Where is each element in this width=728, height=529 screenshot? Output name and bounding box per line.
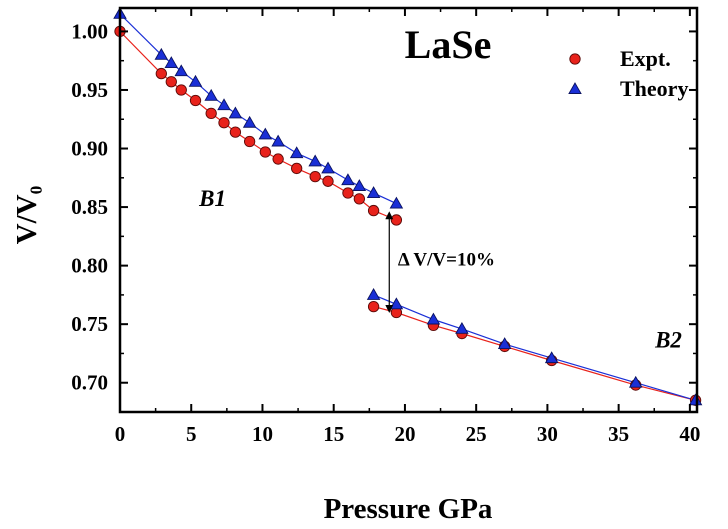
theory-point: [204, 88, 218, 101]
expt-point: [272, 153, 284, 165]
theory-point: [258, 127, 273, 140]
expt-point: [322, 175, 334, 187]
annotations: B1 B2 Δ V/V=10%: [198, 186, 682, 353]
x-axis-title: Pressure GPa: [324, 493, 493, 525]
expt-point: [243, 135, 256, 148]
theory-point: [321, 161, 335, 174]
x-tick-label: 35: [608, 422, 629, 446]
expt-point: [175, 84, 187, 96]
expt-point: [353, 193, 365, 205]
legend-marker-expt: [569, 53, 581, 65]
y-tick-label: 0.90: [71, 137, 108, 161]
data-points: [113, 6, 703, 406]
theory-point: [544, 351, 559, 364]
theory-point: [688, 393, 703, 406]
x-tick-label: 5: [186, 422, 197, 446]
y-tick-label: 0.95: [71, 78, 108, 102]
expt-point: [218, 117, 230, 129]
theory-point: [271, 134, 285, 147]
y-tick-label: 0.85: [71, 195, 108, 219]
y-tick-label: 0.75: [71, 312, 108, 336]
x-tick-label: 25: [466, 422, 487, 446]
expt-point: [189, 94, 202, 107]
expt-point: [390, 214, 403, 226]
expt-point: [291, 162, 303, 175]
theory-point: [389, 196, 404, 209]
phase-label-b1: B1: [198, 186, 226, 211]
expt-point: [309, 170, 321, 183]
theory-point: [188, 74, 203, 87]
theory-point: [242, 115, 257, 128]
theory-point: [289, 146, 304, 159]
legend-label: Theory: [620, 76, 688, 101]
axes: 0 5 10 15 20 25 30 35 40 0.70 0.75 0.80 0.85 0.90 0.95…: [71, 6, 700, 446]
x-tick-label: 10: [252, 422, 273, 446]
expt-point: [342, 187, 354, 199]
legend: Expt. Theory: [568, 46, 688, 101]
expt-point: [229, 126, 242, 138]
y-axis-title: V/V₀: [11, 185, 43, 244]
expt-point: [165, 76, 177, 88]
fit-line-triangle: [373, 294, 696, 401]
y-tick-label: 0.80: [71, 254, 108, 278]
legend-marker-theory: [568, 82, 582, 94]
expt-point: [367, 204, 380, 217]
theory-point: [455, 321, 469, 334]
theory-point: [352, 179, 367, 191]
fit-line-circle: [373, 306, 696, 401]
theory-point: [366, 287, 381, 300]
theory-point: [366, 186, 381, 198]
y-tick-label: 1.00: [71, 19, 108, 43]
x-tick-label: 40: [679, 422, 700, 446]
theory-point: [174, 64, 189, 77]
expt-point: [155, 67, 167, 80]
fit-line-triangle: [119, 13, 397, 205]
x-tick-label: 30: [537, 422, 558, 446]
theory-point: [228, 106, 243, 119]
y-tick-label: 0.70: [71, 371, 108, 395]
phase-label-b2: B2: [654, 328, 682, 353]
legend-label: Expt.: [620, 46, 671, 71]
theory-point: [154, 47, 169, 60]
chart-title: LaSe: [405, 22, 492, 67]
theory-point: [341, 173, 355, 186]
theory-point: [308, 154, 322, 167]
theory-point: [164, 56, 179, 68]
theory-point: [497, 337, 512, 350]
x-tick-label: 0: [115, 422, 126, 446]
theory-point: [426, 312, 441, 325]
plot-frame: [118, 6, 699, 414]
theory-point: [389, 297, 404, 310]
x-tick-label: 20: [394, 422, 415, 446]
theory-point: [217, 98, 231, 111]
expt-point: [259, 146, 271, 158]
theory-point: [628, 375, 643, 388]
expt-point: [205, 107, 217, 120]
expt-point: [367, 300, 380, 313]
volume-change-label: Δ V/V=10%: [398, 250, 495, 271]
x-tick-label: 15: [323, 422, 344, 446]
